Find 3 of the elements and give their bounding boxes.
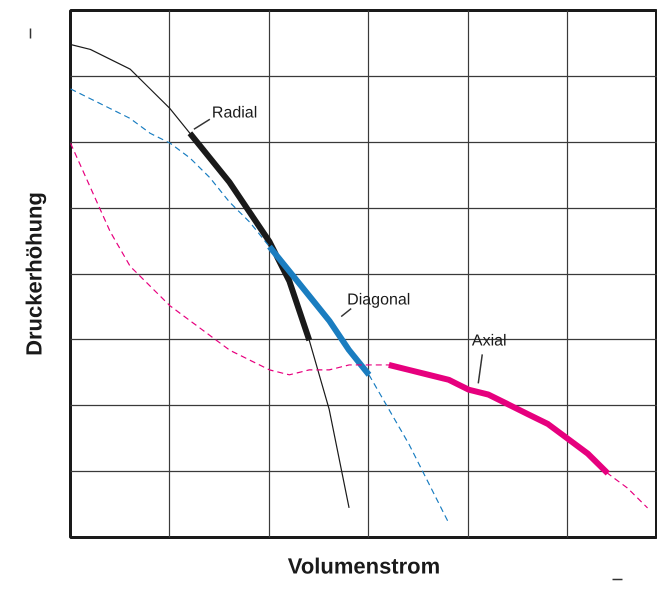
y-axis-title: Druckerhöhung <box>22 192 46 356</box>
x-axis-title: Volumenstrom <box>288 554 440 578</box>
series-label: Radial <box>212 104 258 122</box>
